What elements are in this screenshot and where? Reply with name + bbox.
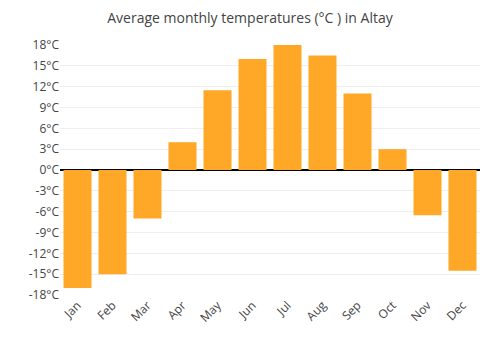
svg-text:May: May	[196, 296, 225, 325]
svg-text:Jan: Jan	[60, 297, 85, 322]
svg-text:3°C: 3°C	[39, 140, 59, 157]
svg-text:Aug: Aug	[302, 297, 330, 325]
svg-text:-12°C: -12°C	[29, 245, 60, 262]
svg-text:Feb: Feb	[93, 297, 119, 323]
svg-text:-15°C: -15°C	[29, 265, 60, 282]
svg-text:6°C: 6°C	[39, 120, 59, 137]
svg-text:Oct: Oct	[374, 297, 400, 323]
svg-text:-18°C: -18°C	[29, 286, 60, 303]
svg-text:18°C: 18°C	[33, 36, 60, 53]
svg-text:-3°C: -3°C	[36, 182, 60, 199]
svg-text:Dec: Dec	[443, 297, 470, 324]
svg-text:0°C: 0°C	[39, 161, 59, 178]
svg-text:-9°C: -9°C	[36, 224, 60, 241]
svg-text:-6°C: -6°C	[36, 203, 60, 220]
svg-text:Jul: Jul	[272, 297, 294, 319]
svg-text:12°C: 12°C	[33, 78, 60, 95]
svg-text:Mar: Mar	[127, 297, 155, 325]
svg-text:15°C: 15°C	[33, 57, 60, 74]
svg-text:Apr: Apr	[164, 297, 190, 323]
svg-text:Nov: Nov	[407, 297, 435, 325]
svg-text:Jun: Jun	[234, 297, 259, 322]
svg-text:9°C: 9°C	[39, 99, 59, 116]
svg-text:Sep: Sep	[338, 297, 365, 324]
svg-text:Average monthly temperatures (: Average monthly temperatures (°C ) in Al…	[107, 8, 394, 27]
